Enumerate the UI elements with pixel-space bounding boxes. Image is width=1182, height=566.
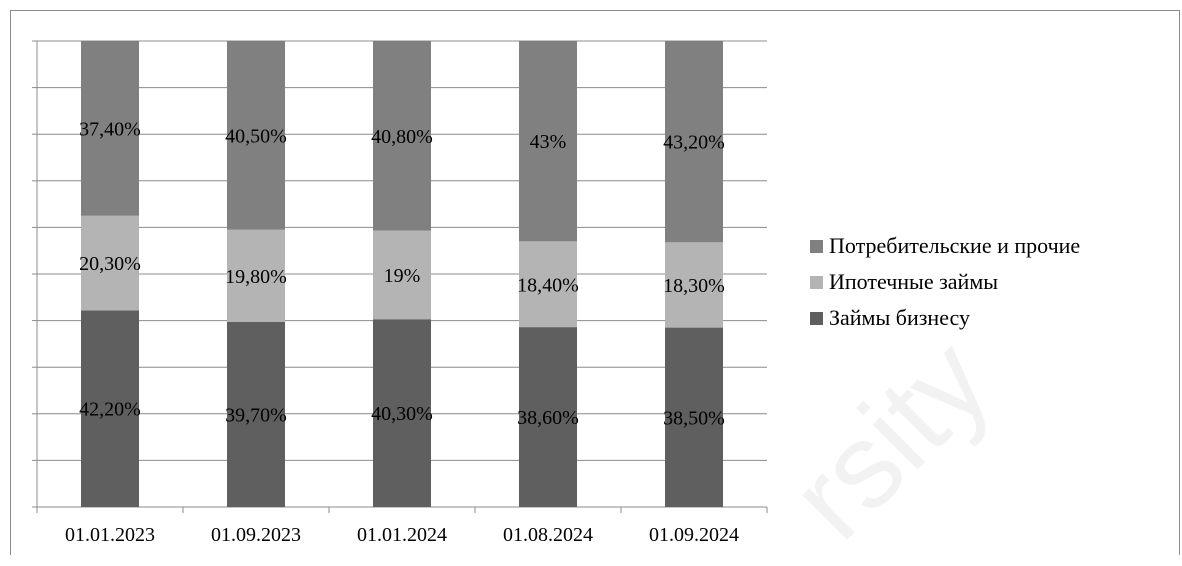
- legend-label-business: Займы бизнесу: [829, 305, 970, 330]
- bar-segment: [373, 230, 431, 320]
- bar-segment: [81, 215, 139, 311]
- data-label: 18,30%: [663, 275, 725, 297]
- x-tick-label: 01.09.2024: [649, 524, 739, 546]
- legend-label-consumer: Потребительские и прочие: [829, 233, 1081, 258]
- chart-frame: [10, 10, 1180, 555]
- data-label: 39,70%: [225, 404, 287, 426]
- bar-segment: [519, 241, 577, 328]
- bar-segment: [81, 310, 139, 507]
- legend-swatch-consumer: [810, 239, 823, 253]
- bar-segment: [519, 327, 577, 507]
- legend: Потребительские и прочие Ипотечные займы…: [810, 228, 1080, 336]
- data-label: 20,30%: [79, 253, 141, 275]
- data-label: 37,40%: [79, 118, 141, 140]
- bar-segment: [81, 41, 139, 216]
- legend-label-mortgage: Ипотечные займы: [829, 269, 999, 294]
- legend-swatch-business: [810, 311, 823, 325]
- legend-item-consumer: Потребительские и прочие: [810, 228, 1080, 264]
- bar-segment: [373, 319, 431, 507]
- bar-segment: [227, 321, 285, 507]
- x-tick-label: 01.08.2024: [503, 524, 593, 546]
- data-label: 38,60%: [517, 407, 579, 429]
- bar-segment: [227, 41, 285, 230]
- data-label: 43%: [530, 131, 567, 153]
- data-label: 42,20%: [79, 399, 141, 421]
- data-label: 18,40%: [517, 274, 579, 296]
- data-label: 38,50%: [663, 407, 725, 429]
- bar-segment: [665, 41, 723, 243]
- data-label: 19,80%: [225, 266, 287, 288]
- bar-segment: [519, 41, 577, 242]
- bar-segment: [665, 327, 723, 507]
- x-tick-label: 01.09.2023: [211, 524, 301, 546]
- legend-item-mortgage: Ипотечные займы: [810, 264, 1080, 300]
- bar-segment: [227, 229, 285, 322]
- data-label: 40,80%: [371, 126, 433, 148]
- data-label: 40,50%: [225, 125, 287, 147]
- data-label: 40,30%: [371, 403, 433, 425]
- data-label: 19%: [384, 265, 421, 287]
- legend-swatch-mortgage: [810, 275, 823, 289]
- bar-segment: [665, 242, 723, 328]
- bar-segment: [373, 41, 431, 231]
- x-tick-label: 01.01.2024: [357, 524, 447, 546]
- data-label: 43,20%: [663, 132, 725, 154]
- x-tick-label: 01.01.2023: [65, 524, 155, 546]
- legend-item-business: Займы бизнесу: [810, 300, 1080, 336]
